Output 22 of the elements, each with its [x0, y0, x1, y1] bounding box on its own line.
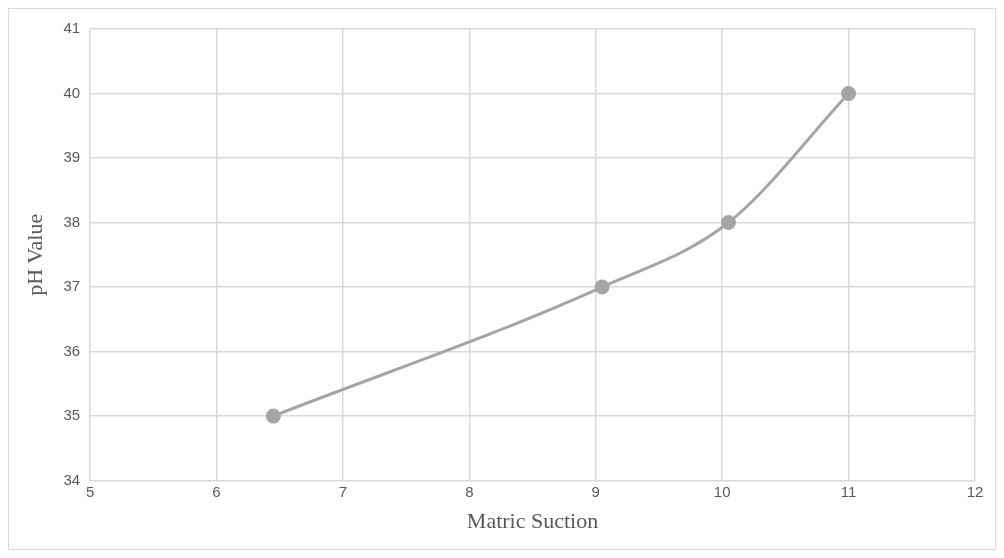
point — [265, 408, 281, 424]
x-tick-label: 7 — [338, 482, 348, 500]
x-tick-label: 9 — [591, 482, 600, 500]
y-tick-label: 35 — [63, 406, 81, 424]
y-tick-label: 41 — [63, 19, 81, 37]
y-tick-label: 34 — [63, 470, 81, 488]
x-tick-label: 10 — [713, 482, 731, 500]
y-tick-label: 38 — [63, 212, 81, 230]
y-tick-label: 40 — [63, 83, 81, 101]
x-tick-label: 6 — [212, 482, 221, 500]
y-tick-label: 39 — [63, 148, 81, 166]
x-tick-label: 5 — [85, 482, 95, 500]
x-tick-label: 11 — [840, 482, 857, 500]
x-tick-label: 8 — [465, 482, 474, 500]
point — [720, 215, 736, 231]
point — [841, 86, 857, 102]
point — [594, 279, 610, 295]
x-axis-title: Matric Suction — [466, 507, 599, 533]
y-tick-label: 36 — [63, 341, 81, 359]
y-axis-title: pH Value — [21, 213, 47, 296]
x-tick-label: 12 — [966, 482, 984, 500]
y-tick-label: 37 — [63, 277, 81, 295]
